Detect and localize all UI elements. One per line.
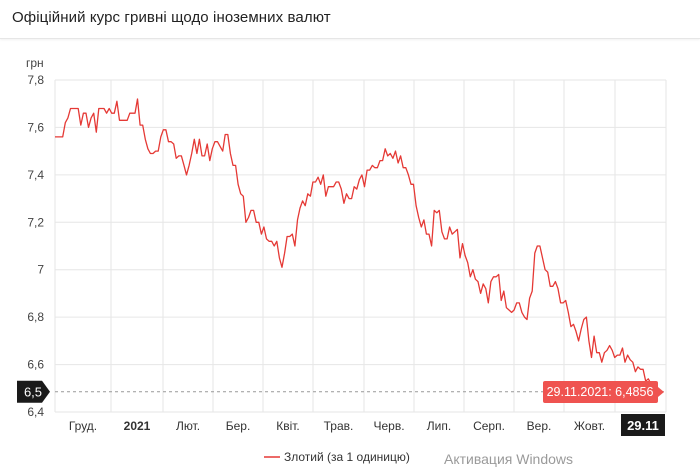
y-tick-label: 7,8 xyxy=(27,73,44,87)
x-tick-label: Лют. xyxy=(176,419,200,433)
crosshair-y-label-bg xyxy=(17,380,50,403)
series-line-zloty[interactable] xyxy=(55,98,657,394)
tooltip-pointer xyxy=(658,387,664,397)
y-tick-label: 6,8 xyxy=(27,310,44,324)
x-tick-label: Лип. xyxy=(427,419,451,433)
tooltip-text: 29.11.2021: 6,4856 xyxy=(547,385,654,399)
x-tick-label: Квіт. xyxy=(276,419,300,433)
windows-activation-watermark: Активация Windows xyxy=(444,451,574,467)
y-tick-label: 7,6 xyxy=(27,120,44,134)
crosshair-x-label-bg xyxy=(621,414,665,436)
x-tick-label: Жовт. xyxy=(574,419,605,433)
crosshair-x-label-text: 29.11 xyxy=(627,418,659,433)
x-tick-label: Бер. xyxy=(226,419,251,433)
x-tick-label: Черв. xyxy=(373,419,404,433)
page-title: Офіційний курс гривні щодо іноземних вал… xyxy=(12,9,331,26)
exchange-rate-chart[interactable]: грн 6,4 6,6 6,8 7 7,2 7,4 7,6 7,8 Груд. 2021 Лют. Бе… xyxy=(0,40,700,470)
y-tick-label: 6,6 xyxy=(27,358,44,372)
x-tick-label: 2021 xyxy=(124,419,151,433)
crosshair-y-label-text: 6,5 xyxy=(24,385,42,400)
y-tick-label: 7,4 xyxy=(27,168,44,182)
page-header: Офіційний курс гривні щодо іноземних вал… xyxy=(0,0,700,39)
x-tick-label: Трав. xyxy=(324,419,354,433)
legend-label[interactable]: Злотий (за 1 одиницю) xyxy=(284,450,410,464)
x-tick-label: Серп. xyxy=(473,419,505,433)
y-tick-label: 6,4 xyxy=(27,405,44,419)
crosshair-y-label xyxy=(17,380,50,403)
y-axis-label: грн xyxy=(26,56,44,70)
tooltip-bg xyxy=(543,381,658,403)
x-tick-label: Вер. xyxy=(527,419,552,433)
y-tick-label: 7 xyxy=(37,263,44,277)
x-tick-label: Груд. xyxy=(69,419,97,433)
y-tick-label: 7,2 xyxy=(27,215,44,229)
